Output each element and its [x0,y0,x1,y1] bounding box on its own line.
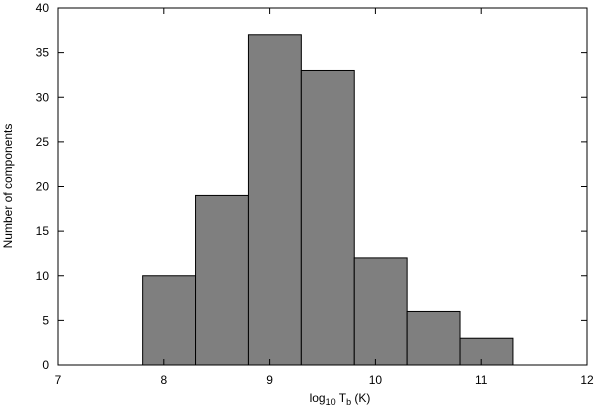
x-tick-label: 8 [160,373,167,387]
y-tick-label: 35 [36,46,50,60]
histogram-bar-0 [142,275,197,366]
histogram-bar-3 [300,69,355,366]
y-tick-labels: 0 5 10 15 20 25 30 35 40 [36,1,50,372]
y-tick-label: 40 [36,1,50,15]
x-tick-label: 9 [266,373,273,387]
plot-frame [57,7,588,366]
y-tick-label: 5 [42,313,49,327]
x-tick-label: 11 [475,373,488,387]
y-tick-label: 10 [36,269,50,283]
y-axis-label: Number of components [1,124,15,249]
histogram-bar-5 [406,310,461,366]
y-tick-label: 15 [36,224,50,238]
histogram-bar-4 [353,257,408,366]
histogram-bar-6 [459,337,514,366]
x-tick-label: 10 [369,373,383,387]
x-axis-label: log10 Tb (K) [310,391,371,407]
bars-group [142,34,514,366]
y-tick-label: 0 [42,358,49,372]
y-tick-label: 20 [36,180,50,194]
x-tick-labels: 7 8 9 10 11 12 [55,373,594,387]
histogram-bar-1 [195,194,249,366]
x-tick-label: 12 [580,373,594,387]
y-tick-label: 25 [36,135,50,149]
histogram-bar-2 [247,34,302,366]
x-tick-label: 7 [55,373,62,387]
y-tick-label: 30 [36,90,50,104]
